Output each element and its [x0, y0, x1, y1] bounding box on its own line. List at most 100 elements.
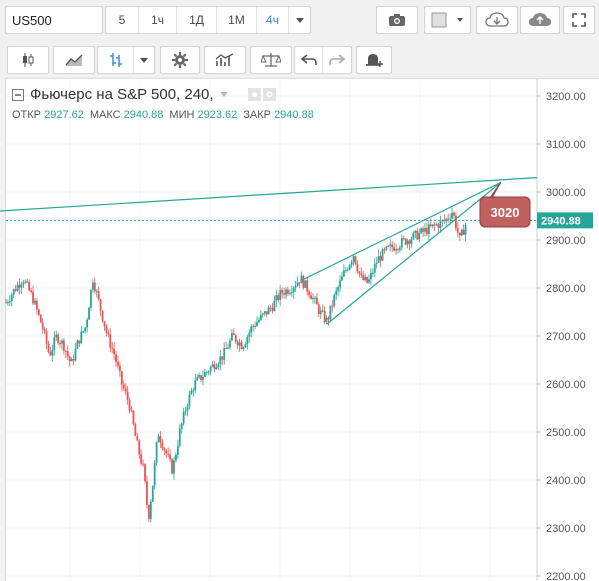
chevron-down-icon[interactable] [219, 92, 228, 97]
screenshot-button[interactable] [376, 6, 418, 34]
candle-body [244, 343, 247, 348]
compare-button[interactable] [250, 46, 292, 74]
price-tick-label: 2900.00 [546, 235, 586, 247]
candle-body [72, 359, 75, 361]
callout-label[interactable]: 3020 [491, 205, 520, 220]
candle-body [229, 340, 231, 348]
alert-button[interactable] [356, 46, 392, 74]
bars-icon [109, 53, 122, 67]
collapse-legend-icon[interactable] [12, 88, 24, 101]
timeframe-4h-button[interactable]: 4ч [257, 7, 289, 33]
chart-style-dropdown[interactable] [134, 47, 154, 73]
candle-body [296, 282, 299, 286]
candle-body [8, 301, 11, 303]
indicators-icon [215, 53, 234, 66]
price-tick-label: 3100.00 [546, 139, 586, 151]
undo-icon [300, 54, 317, 65]
candle-body [146, 481, 148, 505]
candle-body [321, 310, 324, 312]
candle-body [207, 371, 210, 373]
candle-body [379, 256, 382, 261]
bars-style-button[interactable] [98, 47, 134, 73]
candle-body [119, 365, 121, 372]
candle-body [169, 454, 172, 460]
chart-area[interactable] [5, 78, 599, 581]
candle-body [356, 264, 359, 272]
candle-body [306, 280, 309, 292]
candle-body [161, 442, 164, 449]
candle-body [375, 262, 378, 264]
timeframe-1d-button[interactable]: 1Д [177, 7, 217, 33]
trend-line [300, 181, 502, 282]
close-label: ЗАКР [243, 109, 271, 121]
eye-icon[interactable] [247, 88, 261, 101]
timeframe-dropdown-button[interactable] [289, 7, 310, 33]
candles-style-button[interactable] [7, 46, 49, 74]
candle-body [319, 310, 322, 314]
candle-body [111, 347, 114, 349]
candle-body [265, 311, 268, 315]
price-tick-label: 2300.00 [546, 523, 586, 535]
candle-body [227, 347, 229, 349]
indicator-group [97, 46, 155, 74]
candle-body [269, 307, 272, 309]
symbol-search-input[interactable]: US500 [5, 6, 103, 34]
candle-body [105, 326, 108, 333]
redo-icon [329, 54, 345, 65]
candle-body [341, 276, 343, 281]
color-picker-button[interactable] [424, 6, 471, 34]
fullscreen-button[interactable] [563, 6, 595, 34]
candle-body [439, 220, 442, 228]
cloud-download-button[interactable] [476, 6, 518, 34]
candle-body [254, 325, 256, 327]
candle-body [335, 290, 338, 295]
area-style-button[interactable] [53, 46, 95, 74]
candle-body [279, 289, 282, 300]
candle-body [277, 295, 280, 300]
cloud-upload-icon [529, 13, 551, 26]
candle-body [290, 292, 293, 294]
candle-body [395, 249, 397, 251]
candle-body [132, 410, 135, 425]
high-value: 2940.88 [123, 109, 164, 121]
candle-body [10, 294, 13, 302]
candle-body [333, 294, 336, 306]
candle-body [74, 348, 77, 361]
timeframe-1h-button[interactable]: 1ч [139, 7, 177, 33]
candle-body [198, 375, 200, 378]
timeframe-group: 5 1ч 1Д 1М 4ч [105, 6, 311, 34]
candle-body [90, 289, 92, 308]
candle-body [393, 247, 396, 251]
candle-body [416, 230, 419, 240]
cloud-upload-button[interactable] [520, 6, 560, 34]
open-value: 2927.62 [44, 109, 84, 121]
gear-icon [172, 52, 188, 68]
candle-body [427, 224, 430, 235]
symbol-text: US500 [12, 12, 52, 28]
undo-button[interactable] [295, 47, 324, 73]
gear-icon[interactable] [262, 88, 276, 101]
settings-button[interactable] [160, 46, 200, 74]
top-toolbar: US500 5 1ч 1Д 1М 4ч [0, 0, 599, 40]
candle-body [163, 448, 166, 451]
candle-body [175, 454, 177, 461]
candle-body [188, 394, 191, 406]
candle-body [107, 332, 110, 335]
candle-body [88, 307, 90, 320]
candle-body [431, 224, 434, 227]
candle-body [59, 342, 61, 344]
bell-plus-icon [366, 54, 383, 67]
timeframe-5-button[interactable]: 5 [106, 7, 139, 33]
price-tick-label: 3000.00 [546, 187, 586, 199]
indicators-button[interactable] [204, 46, 246, 74]
candle-body [55, 334, 58, 338]
timeframe-1m-button[interactable]: 1М [217, 7, 257, 33]
candle-body [329, 305, 332, 320]
candle-body [242, 347, 245, 349]
candle-body [82, 331, 85, 333]
candle-body [453, 212, 455, 216]
candle-body [414, 230, 417, 233]
redo-button[interactable] [323, 47, 351, 73]
candle-body [433, 224, 436, 226]
